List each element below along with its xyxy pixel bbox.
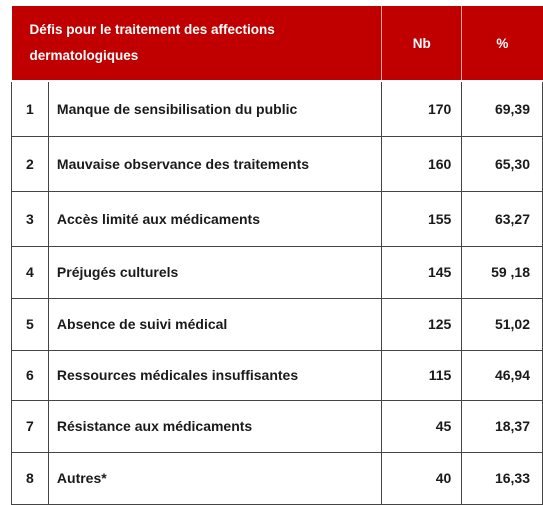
row-number: 3 xyxy=(11,190,49,247)
row-percent: 65,30 xyxy=(461,135,543,192)
row-count: 160 xyxy=(381,135,463,192)
challenges-table: Défis pour le traitement des affections … xyxy=(11,6,543,505)
table-row: 8 Autres* 40 16,33 xyxy=(11,451,543,505)
row-number: 2 xyxy=(11,135,49,192)
table-header-row: Défis pour le traitement des affections … xyxy=(11,6,543,82)
row-percent: 69,39 xyxy=(461,80,543,137)
table-row: 3 Accès limité aux médicaments 155 63,27 xyxy=(11,190,543,247)
header-defis: Défis pour le traitement des affections … xyxy=(11,6,383,82)
row-number: 7 xyxy=(11,399,49,453)
table-row: 5 Absence de suivi médical 125 51,02 xyxy=(11,297,543,351)
row-count: 115 xyxy=(381,349,463,401)
table-row: 4 Préjugés culturels 145 59 ,18 xyxy=(11,245,543,299)
row-number: 8 xyxy=(11,451,49,505)
row-percent: 51,02 xyxy=(461,297,543,351)
row-label: Résistance aux médicaments xyxy=(47,399,383,453)
row-percent: 59 ,18 xyxy=(461,245,543,299)
row-number: 4 xyxy=(11,245,49,299)
row-number: 5 xyxy=(11,297,49,351)
row-count: 45 xyxy=(381,399,463,453)
row-count: 40 xyxy=(381,451,463,505)
row-label: Absence de suivi médical xyxy=(47,297,383,351)
row-label: Mauvaise observance des traitements xyxy=(47,135,383,192)
row-count: 155 xyxy=(381,190,463,247)
row-percent: 46,94 xyxy=(461,349,543,401)
table-row: 2 Mauvaise observance des traitements 16… xyxy=(11,135,543,192)
row-label: Préjugés culturels xyxy=(47,245,383,299)
row-number: 1 xyxy=(11,80,49,137)
table-row: 6 Ressources médicales insuffisantes 115… xyxy=(11,349,543,401)
row-percent: 63,27 xyxy=(461,190,543,247)
row-percent: 16,33 xyxy=(461,451,543,505)
header-nb: Nb xyxy=(381,6,463,82)
row-number: 6 xyxy=(11,349,49,401)
row-label: Ressources médicales insuffisantes xyxy=(47,349,383,401)
table-row: 1 Manque de sensibilisation du public 17… xyxy=(11,80,543,137)
row-label: Autres* xyxy=(47,451,383,505)
table-row: 7 Résistance aux médicaments 45 18,37 xyxy=(11,399,543,453)
row-count: 170 xyxy=(381,80,463,137)
row-label: Manque de sensibilisation du public xyxy=(47,80,383,137)
row-count: 125 xyxy=(381,297,463,351)
row-label: Accès limité aux médicaments xyxy=(47,190,383,247)
header-percent: % xyxy=(461,6,543,82)
row-percent: 18,37 xyxy=(461,399,543,453)
row-count: 145 xyxy=(381,245,463,299)
